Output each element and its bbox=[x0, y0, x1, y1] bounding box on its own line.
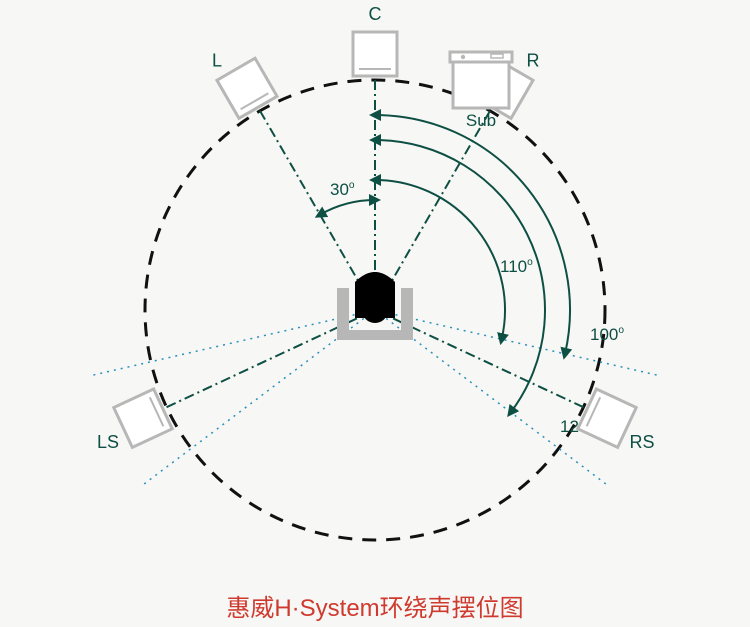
angle-arc-3 bbox=[375, 140, 545, 412]
speaker-L bbox=[217, 58, 277, 118]
speaker-label-LS: LS bbox=[97, 432, 119, 452]
diagram-title: 惠威H·System环绕声摆位图 bbox=[0, 588, 750, 623]
angle-label-0: 30o bbox=[330, 180, 355, 199]
speaker-RS bbox=[578, 389, 636, 447]
subwoofer: Sub bbox=[450, 52, 512, 130]
speaker-label-R: R bbox=[527, 50, 540, 70]
speaker-C bbox=[353, 32, 397, 76]
angle-label-2: 100o bbox=[590, 325, 624, 344]
speaker-label-L: L bbox=[212, 50, 222, 70]
subwoofer-label: Sub bbox=[466, 111, 496, 130]
listener-icon bbox=[337, 272, 413, 340]
angle-arc-0 bbox=[320, 200, 375, 215]
angle-label-1: 110o bbox=[500, 257, 533, 276]
speaker-label-C: C bbox=[369, 4, 382, 24]
speaker-label-RS: RS bbox=[630, 432, 655, 452]
spread-LS bbox=[92, 310, 375, 375]
surround-layout-diagram: 30o110o100o120oLCRLSRSSub bbox=[0, 0, 750, 627]
